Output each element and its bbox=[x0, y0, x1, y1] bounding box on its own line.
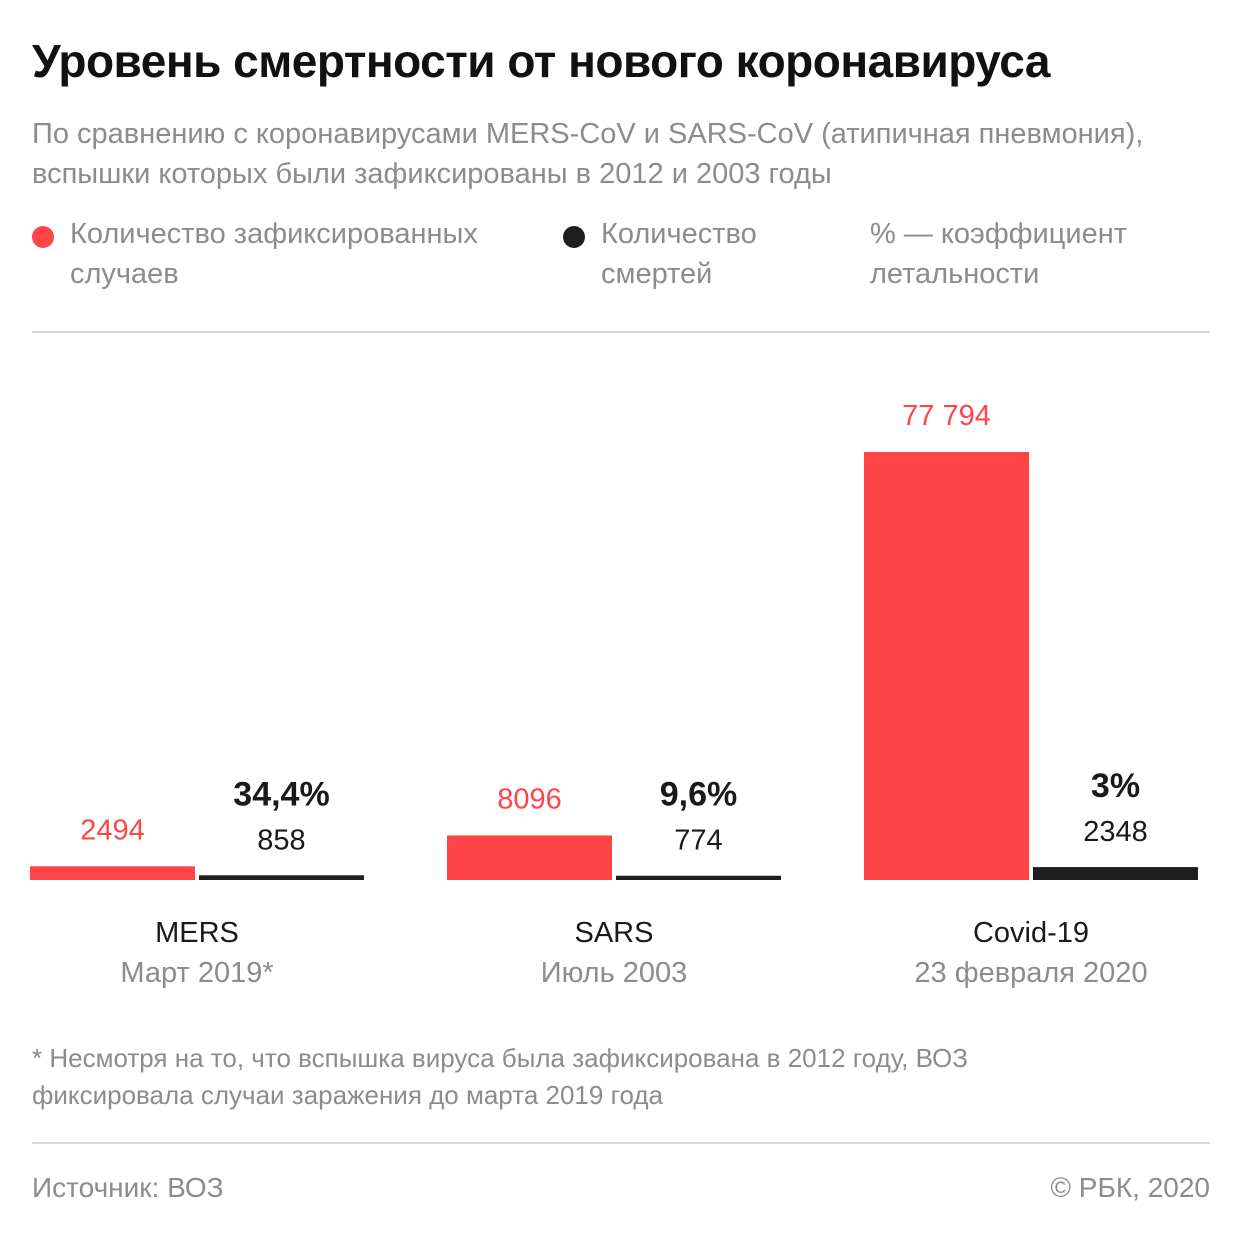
cases-value-label: 77 794 bbox=[902, 400, 991, 432]
top-divider bbox=[32, 331, 1210, 333]
bar-deaths-mers bbox=[199, 875, 364, 880]
cases-value-label: 8096 bbox=[497, 783, 562, 815]
fatality-rate-label: 34,4% bbox=[233, 775, 329, 813]
footnote: * Несмотря на то, что вспышка вируса был… bbox=[32, 1043, 968, 1110]
period-label: Март 2019* bbox=[120, 957, 273, 989]
legend-label-cases: Количество зафиксированных случаев bbox=[70, 218, 478, 290]
source-label: Источник: ВОЗ bbox=[32, 1172, 224, 1203]
bar-chart: 2494 858 34,4% MERS Март 2019* 8096 774 9,6% SAR… bbox=[30, 400, 1198, 989]
period-label: Июль 2003 bbox=[541, 957, 688, 989]
black-dot-icon bbox=[563, 226, 585, 248]
legend-label-deaths: Количество смертей bbox=[601, 218, 757, 290]
bar-cases-mers bbox=[30, 866, 195, 880]
period-label: 23 февраля 2020 bbox=[914, 957, 1147, 989]
bar-deaths-covid-19 bbox=[1033, 867, 1198, 880]
copyright-label: © РБК, 2020 bbox=[1050, 1172, 1210, 1203]
chart-subtitle: По сравнению с коронавирусами MERS-CoV и… bbox=[32, 118, 1144, 190]
legend-label-rate: % — коэффициент летальности bbox=[870, 218, 1127, 290]
bottom-divider bbox=[32, 1142, 1210, 1144]
bar-cases-sars bbox=[447, 835, 612, 880]
chart-title: Уровень смертности от нового коронавирус… bbox=[32, 35, 1050, 87]
cases-value-label: 2494 bbox=[80, 814, 145, 846]
deaths-value-label: 858 bbox=[257, 824, 305, 856]
deaths-value-label: 774 bbox=[674, 825, 722, 857]
bar-deaths-sars bbox=[616, 875, 781, 880]
category-label: MERS bbox=[155, 917, 239, 949]
fatality-rate-label: 9,6% bbox=[660, 776, 738, 814]
bar-cases-covid-19 bbox=[864, 452, 1029, 880]
category-label: SARS bbox=[575, 917, 654, 949]
fatality-rate-label: 3% bbox=[1091, 767, 1140, 805]
deaths-value-label: 2348 bbox=[1083, 816, 1148, 848]
category-label: Covid-19 bbox=[973, 917, 1089, 949]
red-dot-icon bbox=[32, 226, 54, 248]
